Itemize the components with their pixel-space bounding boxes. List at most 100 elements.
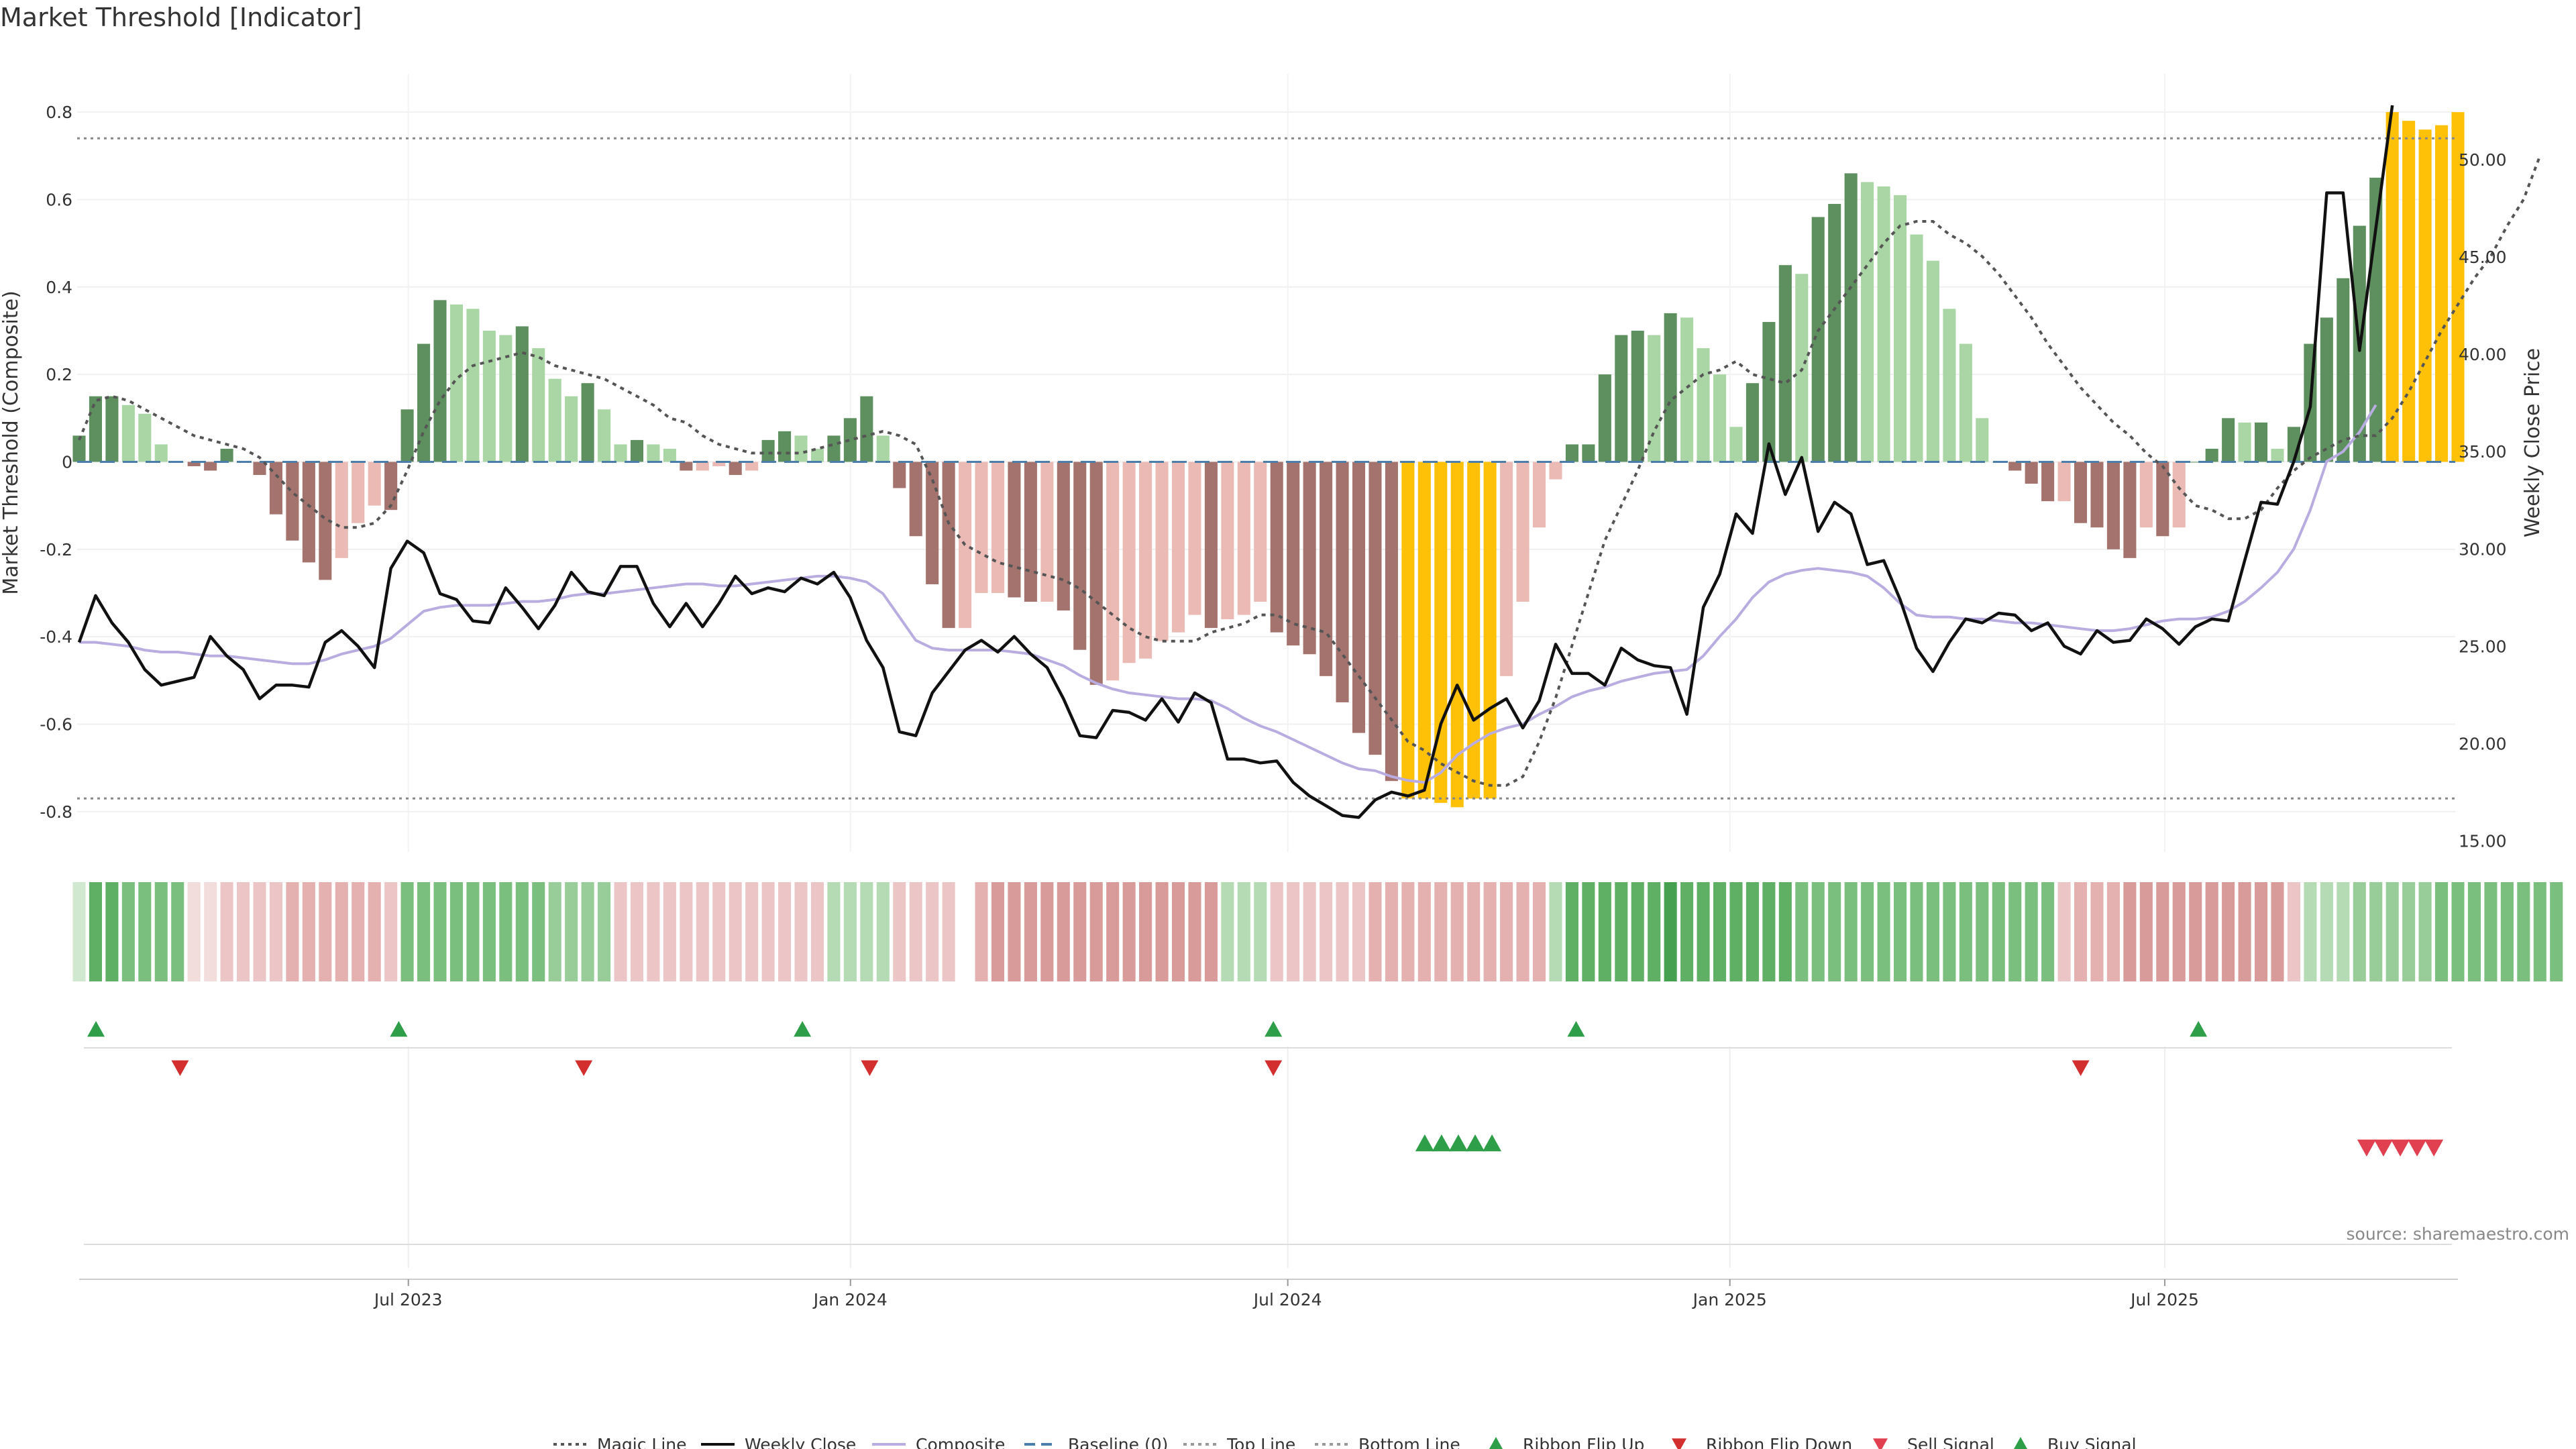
ribbon-cell [745,882,759,981]
ribbon-cell [1368,882,1382,981]
ribbon-cell [72,882,86,981]
ribbon-cell [138,882,152,981]
ribbon-cell [696,882,709,981]
ribbon-cell [2467,882,2481,981]
ribbon-cell [1795,882,1809,981]
legend-item: Sell Signal [1873,1435,1994,1449]
legend-label: Sell Signal [1907,1435,1994,1449]
composite-bar [1139,462,1152,659]
legend-item: Top Line [1183,1435,1295,1449]
ribbon-cell [2139,882,2153,981]
ribbon-cell [1532,882,1546,981]
composite-bar [1516,462,1529,602]
legend-item: Magic Line [553,1435,687,1449]
ribbon-cell [187,882,201,981]
ribbon-flip-down-marker [171,1060,189,1076]
ribbon-cell [1861,882,1874,981]
ribbon-cell [2222,882,2235,981]
ribbon-flip-down-marker [2072,1060,2090,1076]
ribbon-cell [499,882,513,981]
ribbon-cell [417,882,431,981]
composite-bar [1844,173,1858,462]
composite-bar [565,396,578,462]
ribbon-cell [171,882,184,981]
composite-bar [1204,462,1218,629]
composite-bar [2222,418,2235,462]
composite-bar [352,462,365,523]
composite-bar [2238,422,2251,462]
composite-bar [2337,278,2350,462]
x-axis-ticks: Jul 2023 Jan 2024 Jul 2024 Jan 2025 Jul 2025 [373,1279,2199,1309]
composite-bar [1697,348,1710,462]
composite-bar [1811,217,1825,462]
composite-bar [696,462,709,471]
ribbon-cell [449,882,464,981]
composite-bar [729,462,742,476]
right-tick-label: 15.00 [2459,831,2507,851]
composite-bar [1762,321,1776,462]
composite-bar [1237,462,1250,615]
ribbon-flip-up-marker [390,1021,408,1037]
right-tick-label: 35.00 [2459,442,2507,462]
right-tick-label: 30.00 [2459,539,2507,559]
ribbon-strip [72,882,2563,981]
ribbon-cell [1139,882,1152,981]
composite-bar [1008,462,1021,598]
composite-bar [1336,462,1349,702]
ribbon-cell [2484,882,2498,981]
ribbon-cell [794,882,808,981]
composite-bar [105,396,119,462]
composite-bar [2139,462,2153,528]
composite-bar [319,462,332,580]
composite-bar [926,462,939,584]
ribbon-cell [2238,882,2251,981]
ribbon-cell [2402,882,2416,981]
left-axis-ticks: 0.8 0.6 0.4 0.2 0 -0.2 -0.4 -0.6 -0.8 [40,103,72,822]
composite-bar [1122,462,1136,663]
ribbon-cell [2172,882,2186,981]
ribbon-cell [2369,882,2383,981]
composite-bar [1828,203,1841,462]
ribbon-cell [482,882,496,981]
series-lines [77,105,2542,819]
ribbon-cell [1565,882,1578,981]
ribbon-cell [2074,882,2088,981]
ribbon-cell [991,882,1005,981]
ribbon-cell [2008,882,2022,981]
composite-bar [1500,462,1513,676]
right-tick-label: 25.00 [2459,637,2507,656]
ribbon-cell [1697,882,1710,981]
ribbon-cell [1713,882,1727,981]
composite-bar [1582,444,1595,462]
composite-bar [2074,462,2088,523]
ribbon-cell [1664,882,1677,981]
ribbon-cell [220,882,233,981]
composite-bar [1320,462,1333,676]
ribbon-cell [1204,882,1218,981]
composite-bar [1615,335,1628,462]
composite-bar [1565,444,1578,462]
ribbon-cell [1057,882,1070,981]
composite-bar [2385,112,2399,462]
ribbon-cell [1171,882,1185,981]
ribbon-cell [1385,882,1398,981]
composite-bars [72,112,2465,808]
ribbon-cell [269,882,282,981]
ribbon-cell [1943,882,1956,981]
legend-label: Bottom Line [1358,1435,1460,1449]
composite-bar [1532,462,1546,528]
composite-bar [2255,422,2268,462]
composite-bar [532,348,545,462]
composite-bar [1040,462,1054,602]
composite-bar [876,435,890,462]
composite-bar [400,409,414,462]
composite-bar [449,304,464,462]
composite-bar [843,418,857,462]
composite-bar [515,326,529,462]
ribbon-cell [598,882,611,981]
composite-bar [1549,462,1562,480]
composite-bar [1450,462,1464,808]
x-tick-label: Jul 2025 [2129,1290,2199,1309]
ribbon-cell [1089,882,1103,981]
ribbon-cell [2451,882,2465,981]
